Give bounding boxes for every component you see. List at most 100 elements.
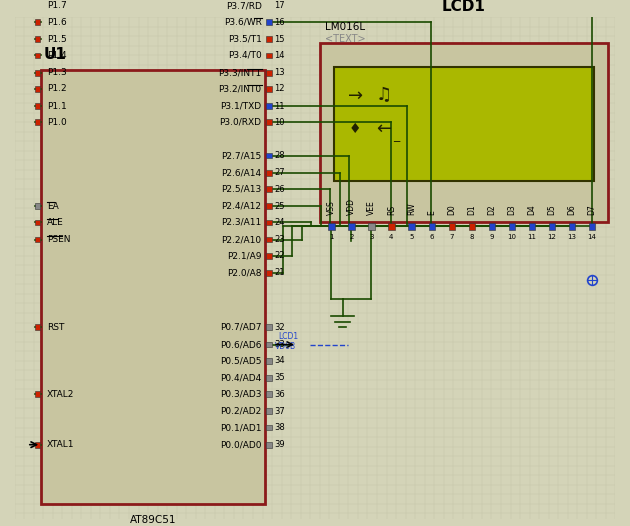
Bar (266, 86, 272, 92)
Text: P3.0/RXD: P3.0/RXD (220, 118, 261, 127)
Bar (569, 224, 575, 230)
Text: VDD: VDD (346, 198, 356, 215)
Text: P3.6/WR: P3.6/WR (224, 17, 261, 27)
Text: XTAL2: XTAL2 (47, 390, 74, 399)
Bar (529, 224, 535, 230)
Bar (266, 424, 272, 430)
Bar (35, 237, 40, 242)
Bar (266, 170, 272, 176)
Text: 14: 14 (587, 234, 596, 240)
Text: 2: 2 (349, 234, 353, 240)
Text: _: _ (393, 129, 399, 142)
Text: P0.1/AD1: P0.1/AD1 (220, 423, 261, 432)
Text: P3.3/INT1: P3.3/INT1 (219, 68, 261, 77)
Text: P3.5/T1: P3.5/T1 (227, 35, 261, 44)
Text: LCD1: LCD1 (278, 332, 298, 341)
Bar (266, 119, 272, 125)
Text: P2.2/A10: P2.2/A10 (222, 235, 261, 244)
Text: ←: ← (376, 120, 391, 138)
Text: 11: 11 (527, 234, 536, 240)
Text: D4: D4 (527, 204, 536, 215)
Text: 10: 10 (507, 234, 516, 240)
Text: E: E (427, 210, 436, 215)
Text: 38: 38 (274, 423, 285, 432)
Bar (266, 442, 272, 448)
Bar (266, 358, 272, 363)
Bar (35, 53, 40, 58)
Text: P1.0: P1.0 (47, 118, 67, 127)
Text: P2.7/A15: P2.7/A15 (221, 151, 261, 160)
Bar (266, 342, 272, 347)
Text: 21: 21 (274, 268, 285, 277)
Text: D3: D3 (507, 204, 516, 215)
Bar (266, 219, 272, 225)
Text: D1: D1 (467, 204, 476, 215)
Text: P0.3/AD3: P0.3/AD3 (220, 390, 261, 399)
Text: 28: 28 (274, 151, 285, 160)
Text: 34: 34 (274, 356, 285, 365)
Text: 26: 26 (274, 185, 285, 194)
Text: PSEN: PSEN (47, 235, 71, 244)
Text: RW: RW (407, 202, 416, 215)
Bar (348, 224, 355, 230)
Bar (389, 224, 395, 230)
Bar (35, 119, 40, 125)
Bar (320, 43, 608, 222)
Text: P3.1/TXD: P3.1/TXD (220, 102, 261, 110)
Bar (35, 204, 40, 209)
Text: P0.4/AD4: P0.4/AD4 (220, 373, 261, 382)
Bar (489, 224, 495, 230)
Text: LM016L: LM016L (324, 22, 365, 32)
Text: D0: D0 (447, 204, 456, 215)
Bar (35, 103, 40, 109)
Text: 23: 23 (274, 235, 285, 244)
Text: 1: 1 (329, 234, 333, 240)
Text: P2.0/A8: P2.0/A8 (227, 268, 261, 277)
Text: 37: 37 (274, 407, 285, 416)
Text: D6: D6 (567, 204, 576, 215)
Text: ♦: ♦ (349, 122, 362, 136)
Bar (334, 67, 593, 181)
Bar (266, 153, 272, 158)
Text: P2.6/A14: P2.6/A14 (222, 168, 261, 177)
Text: 8: 8 (469, 234, 474, 240)
Bar (408, 224, 415, 230)
Text: P0.0/AD0: P0.0/AD0 (220, 440, 261, 449)
Bar (35, 86, 40, 92)
Text: 13: 13 (567, 234, 576, 240)
Text: RS: RS (387, 205, 396, 215)
Bar (41, 70, 265, 504)
Text: 6: 6 (429, 234, 433, 240)
Bar (266, 3, 272, 9)
Text: P1.1: P1.1 (47, 102, 67, 110)
Text: VSS: VSS (327, 200, 336, 215)
Bar (266, 19, 272, 25)
Bar (328, 224, 335, 230)
Text: 32: 32 (274, 323, 285, 332)
Text: VEE: VEE (367, 200, 375, 215)
Bar (266, 237, 272, 242)
Text: P1.3: P1.3 (47, 68, 67, 77)
Bar (266, 325, 272, 330)
Text: P3.2/INT0: P3.2/INT0 (219, 84, 261, 93)
Text: 5: 5 (409, 234, 413, 240)
Bar (549, 224, 556, 230)
Bar (35, 325, 40, 330)
Text: P1.2: P1.2 (47, 84, 67, 93)
Text: 9: 9 (490, 234, 494, 240)
Text: AT89C51: AT89C51 (130, 515, 176, 525)
Bar (508, 224, 515, 230)
Text: ♫: ♫ (375, 87, 392, 105)
Bar (266, 204, 272, 209)
Bar (428, 224, 435, 230)
Text: 22: 22 (274, 251, 285, 260)
Bar (266, 103, 272, 109)
Text: D7: D7 (587, 204, 596, 215)
Text: U1: U1 (44, 47, 67, 62)
Text: 13: 13 (274, 68, 285, 77)
Text: P1.6: P1.6 (47, 17, 67, 27)
Text: P2.1/A9: P2.1/A9 (227, 251, 261, 260)
Text: D5: D5 (547, 204, 556, 215)
Bar (35, 391, 40, 397)
Bar (449, 224, 455, 230)
